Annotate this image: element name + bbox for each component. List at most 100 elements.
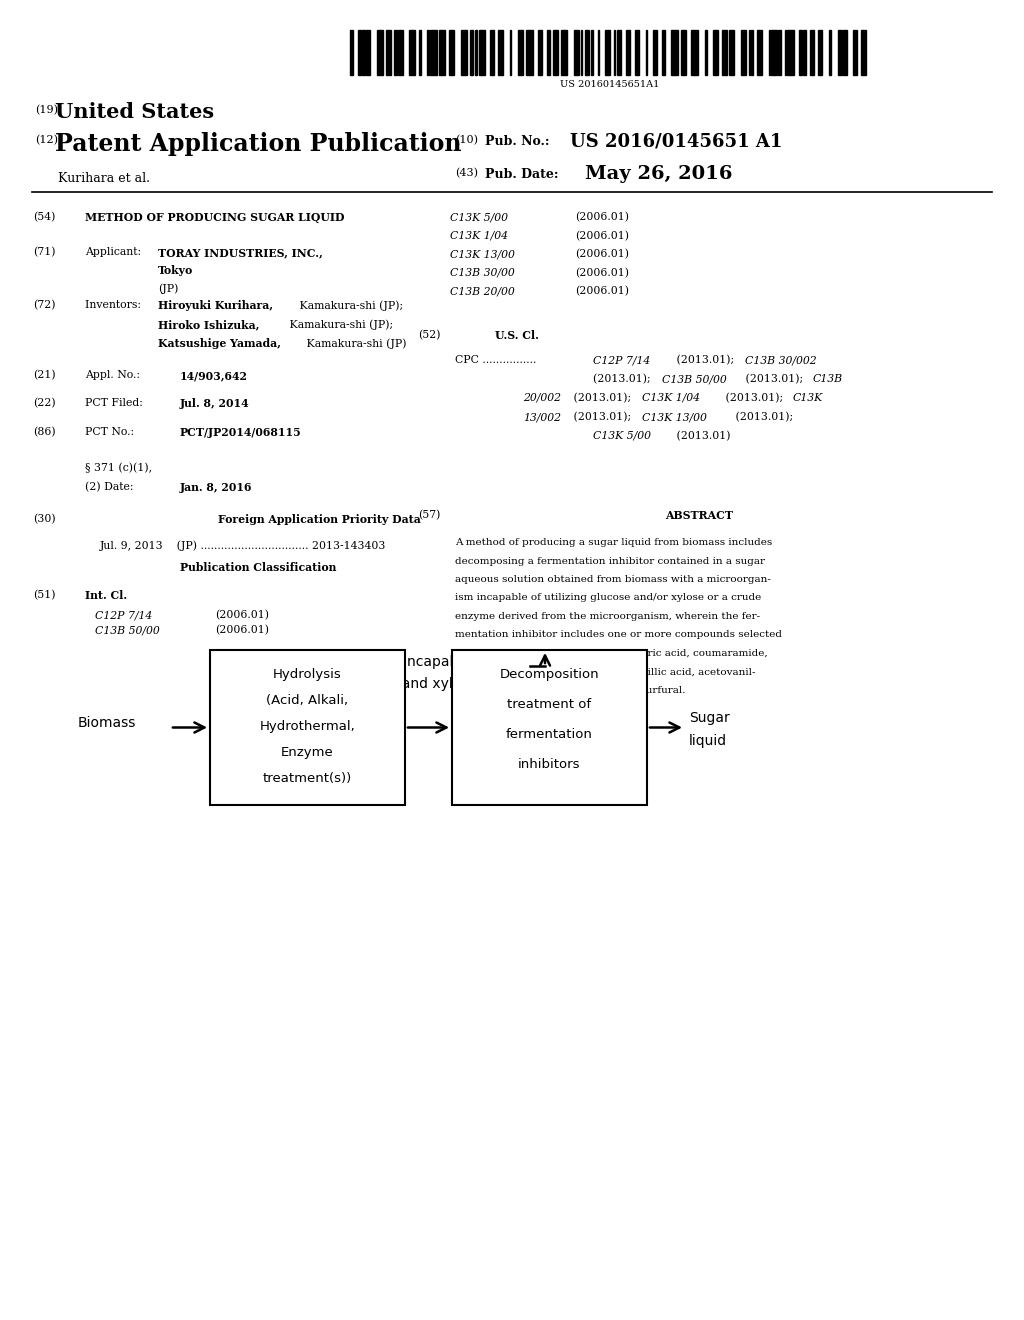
Text: Int. Cl.: Int. Cl. bbox=[85, 590, 127, 601]
Bar bbox=[461, 30, 467, 75]
Bar bbox=[635, 30, 639, 75]
Text: aqueous solution obtained from biomass with a microorgan-: aqueous solution obtained from biomass w… bbox=[455, 576, 771, 583]
Text: (2006.01): (2006.01) bbox=[575, 231, 629, 240]
Bar bbox=[818, 30, 822, 75]
Bar bbox=[757, 30, 762, 75]
Bar bbox=[538, 30, 542, 75]
Bar bbox=[722, 30, 727, 75]
Text: decomposing a fermentation inhibitor contained in a sugar: decomposing a fermentation inhibitor con… bbox=[455, 557, 765, 565]
Text: (2006.01): (2006.01) bbox=[575, 249, 629, 259]
Text: utilizing glucose and xylose: utilizing glucose and xylose bbox=[285, 677, 477, 690]
Bar bbox=[574, 30, 580, 75]
Text: C13K 13/00: C13K 13/00 bbox=[642, 412, 707, 422]
Text: U.S. Cl.: U.S. Cl. bbox=[495, 330, 539, 341]
Text: C13B: C13B bbox=[813, 374, 843, 384]
Bar bbox=[452, 649, 647, 805]
Bar bbox=[518, 30, 523, 75]
Text: (2013.01);: (2013.01); bbox=[732, 412, 794, 422]
Bar bbox=[427, 30, 429, 75]
Text: fermentation: fermentation bbox=[506, 729, 593, 741]
Text: Kamakura-shi (JP);: Kamakura-shi (JP); bbox=[286, 319, 393, 330]
Text: mentation inhibitor includes one or more compounds selected: mentation inhibitor includes one or more… bbox=[455, 631, 782, 639]
Text: (22): (22) bbox=[33, 399, 55, 408]
Text: A method of producing a sugar liquid from biomass includes: A method of producing a sugar liquid fro… bbox=[455, 539, 772, 546]
Text: Patent Application Publication: Patent Application Publication bbox=[55, 132, 462, 156]
Text: US 2016/0145651 A1: US 2016/0145651 A1 bbox=[570, 132, 782, 150]
Bar bbox=[548, 30, 550, 75]
Bar bbox=[729, 30, 734, 75]
Text: (57): (57) bbox=[418, 510, 440, 520]
Bar bbox=[362, 30, 365, 75]
Text: (71): (71) bbox=[33, 247, 55, 257]
Text: CPC ................: CPC ................ bbox=[455, 355, 540, 366]
Text: (30): (30) bbox=[33, 513, 55, 524]
Text: treatment(s)): treatment(s)) bbox=[263, 772, 352, 785]
Text: (2006.01): (2006.01) bbox=[215, 624, 269, 635]
Text: Publication Classification: Publication Classification bbox=[180, 562, 336, 573]
Text: Katsushige Yamada,: Katsushige Yamada, bbox=[158, 338, 281, 348]
Bar bbox=[366, 30, 370, 75]
Text: Hiroyuki Kurihara,: Hiroyuki Kurihara, bbox=[158, 300, 273, 312]
Text: C13B 30/002: C13B 30/002 bbox=[745, 355, 816, 366]
Bar bbox=[860, 30, 866, 75]
Text: Jul. 8, 2014: Jul. 8, 2014 bbox=[180, 399, 250, 409]
Text: (2013.01): (2013.01) bbox=[673, 432, 730, 441]
Bar bbox=[614, 30, 615, 75]
Bar bbox=[646, 30, 647, 75]
Text: Kamakura-shi (JP): Kamakura-shi (JP) bbox=[303, 338, 407, 348]
Text: Tokyo: Tokyo bbox=[158, 265, 194, 276]
Text: Appl. No.:: Appl. No.: bbox=[85, 370, 140, 380]
Text: ferulic acid, ferulamide, vanillin, vanillic acid, acetovanil-: ferulic acid, ferulamide, vanillin, vani… bbox=[455, 668, 756, 676]
Bar bbox=[662, 30, 665, 75]
Text: (2013.01);: (2013.01); bbox=[570, 412, 635, 422]
Bar bbox=[553, 30, 558, 75]
Bar bbox=[358, 30, 360, 75]
Bar bbox=[439, 30, 444, 75]
Bar bbox=[386, 30, 391, 75]
Text: (52): (52) bbox=[418, 330, 440, 341]
Bar bbox=[810, 30, 814, 75]
Text: C13K 5/00: C13K 5/00 bbox=[450, 213, 508, 222]
Text: Microorganisms  incapable  of: Microorganisms incapable of bbox=[285, 655, 493, 669]
Text: liquid: liquid bbox=[689, 734, 727, 747]
Text: 14/903,642: 14/903,642 bbox=[180, 370, 248, 381]
Text: C13B 50/00: C13B 50/00 bbox=[662, 374, 727, 384]
Bar bbox=[585, 30, 589, 75]
Bar bbox=[749, 30, 750, 75]
Bar bbox=[398, 30, 403, 75]
Text: Pub. Date:: Pub. Date: bbox=[485, 168, 558, 181]
Text: C13K: C13K bbox=[793, 393, 823, 403]
Bar bbox=[787, 30, 794, 75]
Bar bbox=[561, 30, 567, 75]
Text: (2006.01): (2006.01) bbox=[215, 610, 269, 620]
Text: (2) Date:: (2) Date: bbox=[85, 482, 133, 492]
Bar bbox=[409, 30, 416, 75]
Bar bbox=[853, 30, 857, 75]
Text: METHOD OF PRODUCING SUGAR LIQUID: METHOD OF PRODUCING SUGAR LIQUID bbox=[85, 213, 344, 223]
Bar bbox=[420, 30, 421, 75]
Text: Inventors:: Inventors: bbox=[85, 300, 148, 310]
Text: C13B 20/00: C13B 20/00 bbox=[450, 286, 515, 296]
Bar bbox=[828, 30, 831, 75]
Bar bbox=[800, 30, 802, 75]
Bar bbox=[652, 30, 656, 75]
Text: (12): (12) bbox=[35, 135, 58, 145]
Text: (2013.01);: (2013.01); bbox=[742, 374, 807, 384]
Text: Hiroko Ishizuka,: Hiroko Ishizuka, bbox=[158, 319, 259, 330]
Text: United States: United States bbox=[55, 102, 214, 121]
Text: (2013.01);: (2013.01); bbox=[673, 355, 737, 366]
Bar bbox=[681, 30, 686, 75]
Text: PCT/JP2014/068115: PCT/JP2014/068115 bbox=[180, 426, 302, 438]
Bar bbox=[771, 30, 776, 75]
Bar bbox=[377, 30, 383, 75]
Text: PCT Filed:: PCT Filed: bbox=[85, 399, 143, 408]
Text: (JP): (JP) bbox=[158, 282, 178, 293]
Text: inhibitors: inhibitors bbox=[518, 758, 581, 771]
Text: Enzyme: Enzyme bbox=[282, 746, 334, 759]
Text: Hydrothermal,: Hydrothermal, bbox=[260, 719, 355, 733]
Bar bbox=[449, 30, 454, 75]
Bar bbox=[498, 30, 504, 75]
Text: May 26, 2016: May 26, 2016 bbox=[585, 165, 732, 183]
Text: (10): (10) bbox=[455, 135, 478, 145]
Text: ism incapable of utilizing glucose and/or xylose or a crude: ism incapable of utilizing glucose and/o… bbox=[455, 594, 761, 602]
